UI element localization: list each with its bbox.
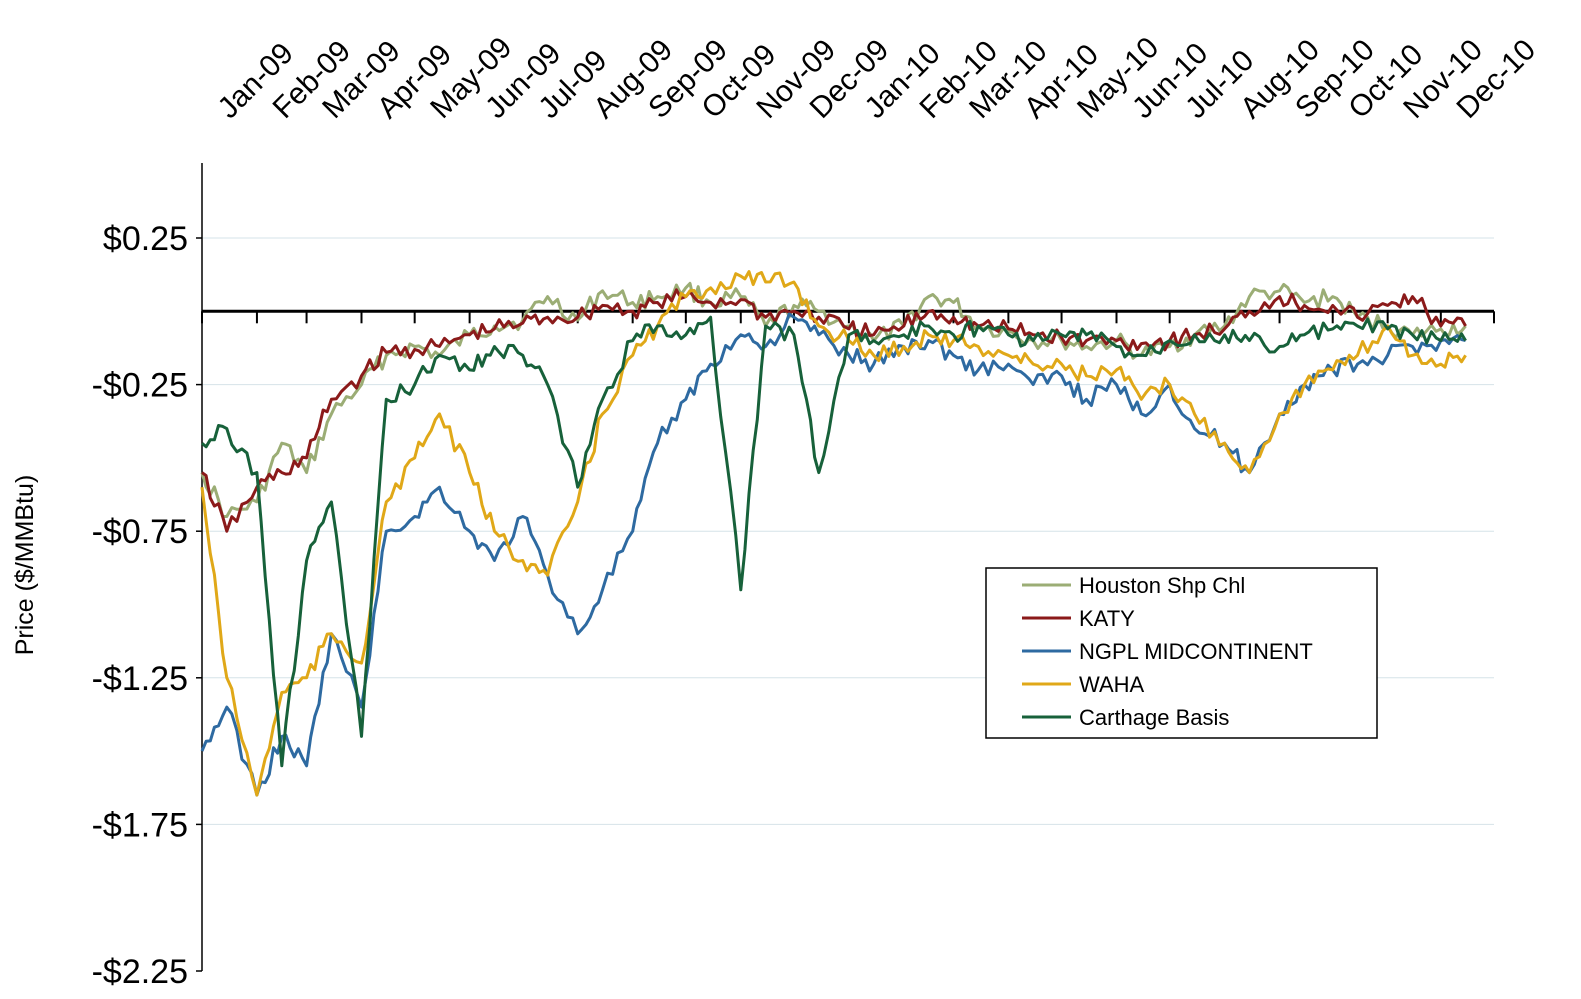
legend-label: KATY: [1079, 606, 1135, 631]
series-line: [201, 288, 1467, 533]
legend-label: Carthage Basis: [1079, 705, 1229, 730]
legend-box: [985, 567, 1378, 739]
y-tick-label: -$0.75: [92, 513, 188, 551]
y-tick-label: -$1.75: [92, 806, 188, 844]
y-tick-label: -$0.25: [92, 367, 188, 405]
y-tick-label: -$1.25: [92, 660, 188, 698]
series-line: [200, 312, 1466, 797]
y-axis-tick-labels: $0.25 -$0.25 -$0.75 -$1.25 -$1.75 -$2.25: [92, 220, 202, 991]
legend-label: Houston Shp Chl: [1079, 573, 1245, 598]
series-line: [200, 281, 1467, 518]
series-line: [200, 270, 1467, 797]
y-axis-label: Price ($/MMBtu): [11, 475, 39, 656]
y-tick-label: -$2.25: [92, 953, 188, 991]
legend-label: NGPL MIDCONTINENT: [1079, 639, 1313, 664]
zero-axis: [201, 309, 1495, 324]
legend-label: WAHA: [1079, 672, 1145, 697]
legend: Houston Shp Chl KATY NGPL MIDCONTINENT WAHA…: [985, 567, 1378, 739]
x-axis-tick-labels: Jan-09Feb-09Mar-09Apr-09May-09Jun-09Jul-…: [212, 31, 1543, 125]
series-lines: [200, 270, 1467, 797]
y-tick-label: $0.25: [103, 220, 188, 258]
series-line: [201, 315, 1467, 768]
